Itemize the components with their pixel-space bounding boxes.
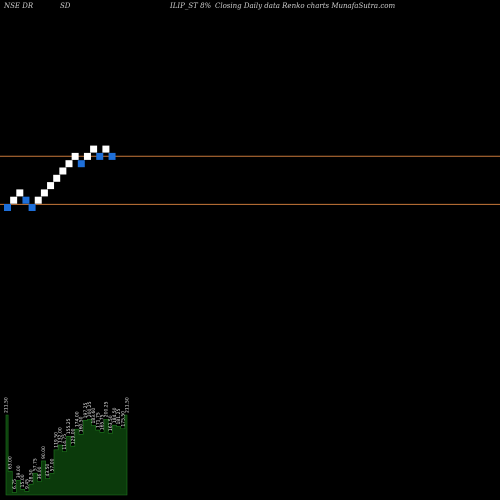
up-brick xyxy=(47,182,55,190)
down-brick xyxy=(28,204,36,211)
volume-label: 183.60 xyxy=(91,408,97,424)
volume-label: 184.50 xyxy=(112,407,118,423)
volume-label: 119.50 xyxy=(54,432,60,448)
up-brick xyxy=(71,152,79,160)
down-brick xyxy=(77,160,85,168)
volume-label: 163.50 xyxy=(108,415,114,431)
volume-label: 43.50 xyxy=(45,464,51,477)
volume-label: 160.50 xyxy=(79,416,85,432)
volume-label: 171.75 xyxy=(95,412,101,428)
volume-label: 174.00 xyxy=(74,411,80,427)
up-brick xyxy=(90,145,98,153)
up-brick xyxy=(16,189,24,197)
up-brick xyxy=(65,160,73,168)
volume-fill xyxy=(5,414,128,496)
volume-label: 57.00 xyxy=(49,458,55,471)
up-brick xyxy=(83,152,91,160)
up-brick xyxy=(59,167,67,175)
up-brick xyxy=(40,189,48,197)
volume-label: 200.25 xyxy=(104,401,110,417)
volume-label: 63.00 xyxy=(8,456,14,469)
up-brick xyxy=(53,174,61,182)
up-brick xyxy=(102,145,110,153)
down-brick xyxy=(22,196,30,204)
volume-label: 155.25 xyxy=(66,418,72,434)
volume-label: 200.25 xyxy=(87,401,93,417)
down-brick xyxy=(108,152,116,160)
volume-label: 114.75 xyxy=(62,434,68,450)
up-brick xyxy=(10,196,18,204)
header-symbol-desc: ILIP_ST 8% xyxy=(169,2,212,10)
volume-label: 57.75 xyxy=(33,458,39,471)
down-brick xyxy=(4,204,11,211)
up-brick xyxy=(34,196,42,204)
volume-label: 211.50 xyxy=(125,397,131,413)
header-exchange: NSE DR xyxy=(3,2,34,10)
volume-label: 165.75 xyxy=(99,414,105,430)
volume-label: 39.00 xyxy=(16,465,22,478)
volume-label: 28.50 xyxy=(29,469,35,482)
volume-label: 15.00 xyxy=(20,474,26,487)
volume-label: 175.50 xyxy=(120,411,126,427)
volume-label: 9.45 xyxy=(24,479,30,489)
volume-label: 36.00 xyxy=(37,466,43,479)
volume-label: 90.00 xyxy=(41,446,47,459)
volume-label: 197.25 xyxy=(83,403,89,419)
header-part-sd: SD xyxy=(60,2,71,10)
volume-label: 6.75 xyxy=(12,479,18,489)
header-description: Closing Daily data Renko charts MunafaSu… xyxy=(215,2,395,10)
reference-lines xyxy=(0,155,500,205)
down-brick xyxy=(96,152,104,160)
volume-label: 211.50 xyxy=(4,397,10,413)
volume-label: 132.00 xyxy=(58,427,64,443)
renko-bricks xyxy=(4,145,116,211)
volume-label: 181.25 xyxy=(116,409,122,425)
volume-label: 129.00 xyxy=(70,428,76,444)
